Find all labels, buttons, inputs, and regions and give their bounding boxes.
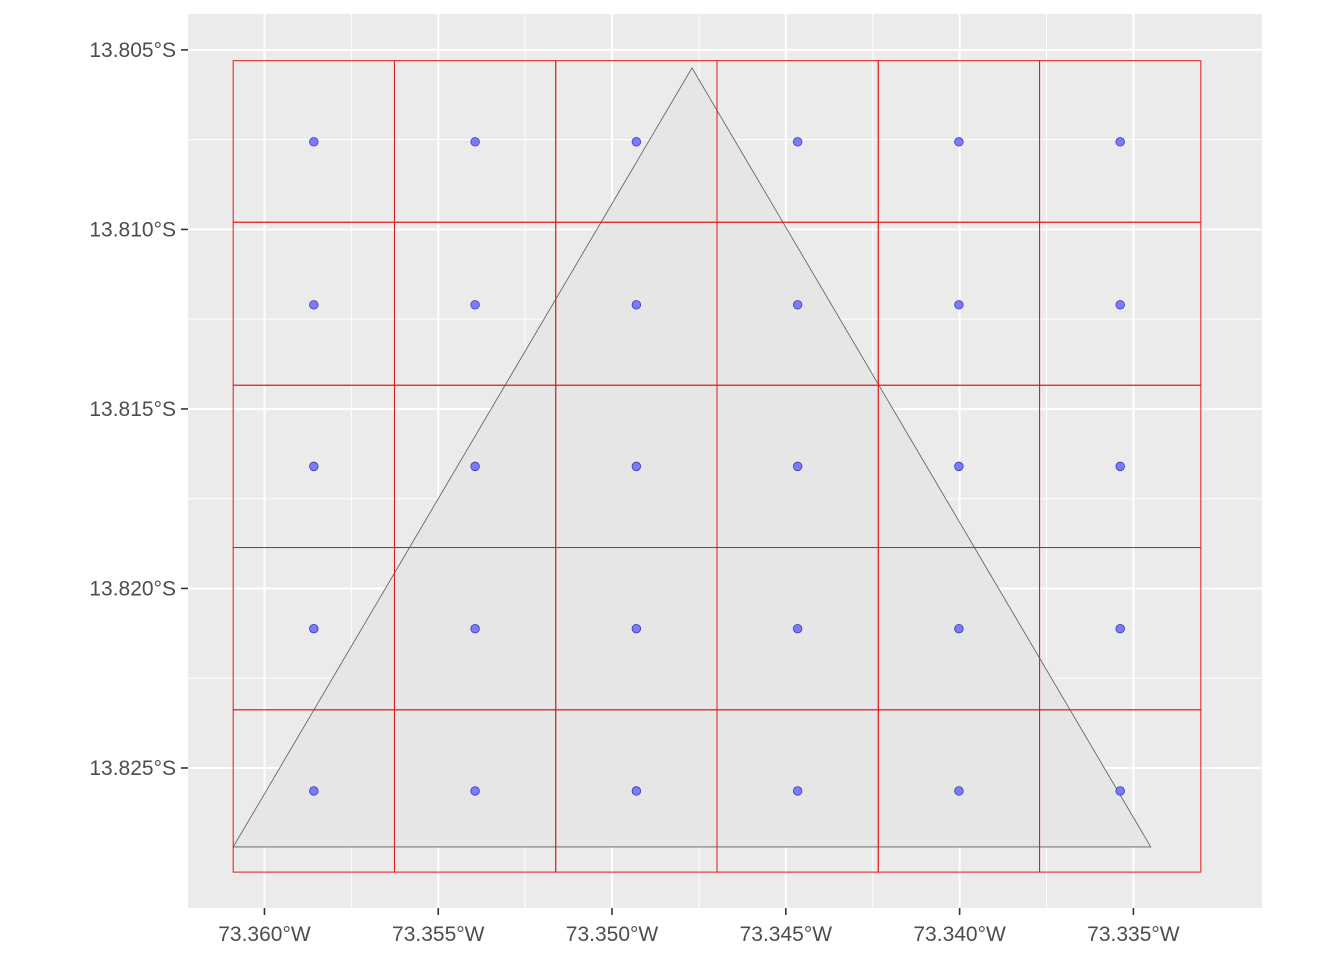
x-axis: 73.360°W 73.355°W 73.350°W 73.345°W 73.340°W… [218,908,1180,946]
centroid-point [792,300,803,310]
y-tick-label: 13.815°S [89,398,176,421]
centroid-point [309,786,319,796]
centroid-point [309,461,319,472]
centroid-point [954,300,964,310]
centroid-point [1115,786,1125,796]
x-tick-label: 73.355°W [392,923,485,946]
centroid-point [792,623,803,634]
x-tick-label: 73.360°W [218,923,311,946]
x-tick-label: 73.340°W [913,923,1006,946]
centroid-point [470,137,480,147]
grid-cell [1039,709,1202,873]
centroid-point [954,623,964,634]
centroid-point [954,137,964,147]
y-tick-label: 13.810°S [89,218,176,241]
centroid-point [470,300,480,310]
centroid-point [1115,461,1125,472]
x-tick-label: 73.335°W [1087,923,1180,946]
centroid-point [631,461,642,472]
centroid-point [470,461,480,472]
centroid-point [631,623,642,634]
centroid-point [470,623,480,634]
polygon-layer [232,67,1152,848]
y-tick-label: 13.825°S [89,757,176,780]
centroid-point [470,786,480,796]
centroid-point [792,137,803,147]
centroid-point [309,623,319,634]
centroid-point [792,461,803,472]
centroid-point [1115,300,1125,310]
centroid-point [309,300,319,310]
y-tick-label: 13.805°S [89,39,176,62]
triangle-polygon [232,67,1152,848]
y-axis: 13.805°S 13.810°S 13.815°S 13.820°S 13.825°S [89,39,188,780]
centroid-point [631,137,642,147]
centroid-point [792,786,803,796]
x-tick-label: 73.345°W [740,923,833,946]
centroid-point [631,786,642,796]
centroid-point [1115,137,1125,147]
y-tick-label: 13.820°S [89,577,176,600]
x-tick-label: 73.350°W [566,923,659,946]
grid-cells-layer [232,60,1202,873]
centroid-point [954,786,964,796]
centroid-point [309,137,319,147]
centroid-point [954,461,964,472]
centroid-point [1115,623,1125,634]
centroid-point [631,300,642,310]
centroid-points-layer [309,137,1125,796]
